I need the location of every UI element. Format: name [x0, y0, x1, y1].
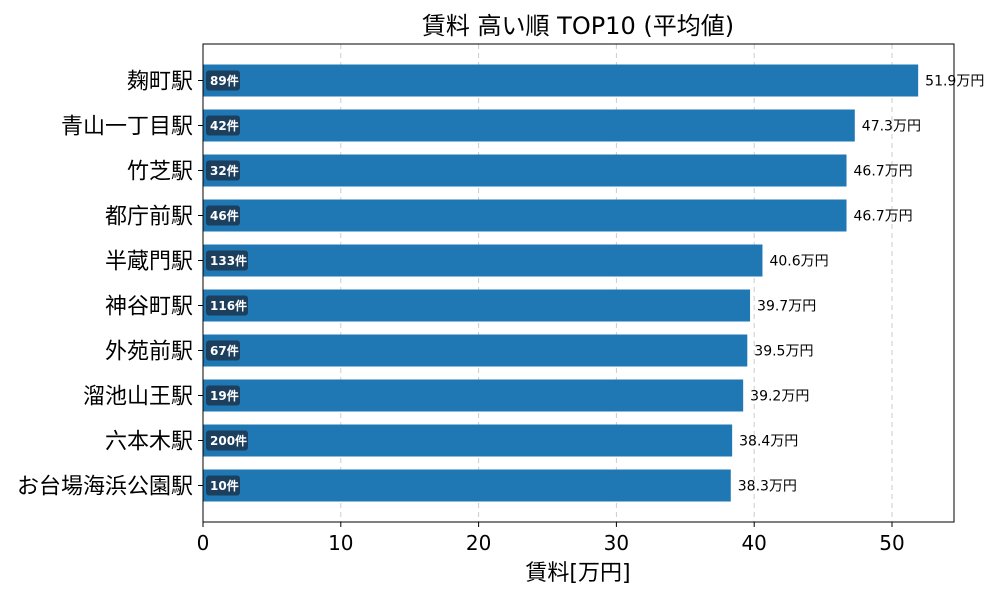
- y-tick-label: 神谷町駅: [105, 295, 193, 320]
- y-tick-label: 六本木駅: [105, 430, 193, 455]
- count-badge: [206, 295, 248, 316]
- x-tick-label: 40: [741, 531, 766, 555]
- bar: [203, 109, 855, 142]
- value-label: 39.2万円: [750, 389, 809, 405]
- bar: [203, 199, 847, 232]
- count-badge: [206, 160, 240, 181]
- value-label: 39.5万円: [754, 344, 813, 360]
- chart-title: 賃料 高い順 TOP10 (平均値): [422, 12, 734, 40]
- count-label: 133件: [210, 253, 247, 268]
- y-tick-label: 青山一丁目駅: [61, 115, 193, 140]
- bar: [203, 334, 748, 367]
- bar: [203, 469, 731, 502]
- value-label: 46.7万円: [854, 209, 913, 225]
- x-tick-label: 0: [197, 531, 210, 555]
- count-label: 67件: [210, 343, 239, 358]
- y-tick-label: 外苑前駅: [105, 340, 193, 365]
- y-axis: 麹町駅青山一丁目駅竹芝駅都庁前駅半蔵門駅神谷町駅外苑前駅溜池山王駅六本木駅お台場…: [17, 70, 203, 500]
- count-label: 116件: [210, 298, 247, 313]
- x-tick-label: 20: [466, 531, 491, 555]
- bar: [203, 154, 847, 187]
- count-badge: [206, 205, 240, 226]
- value-label: 39.7万円: [757, 299, 816, 315]
- value-label: 40.6万円: [769, 254, 828, 270]
- value-label: 46.7万円: [854, 164, 913, 180]
- count-label: 89件: [210, 73, 239, 88]
- count-label: 46件: [210, 208, 239, 223]
- y-tick-label: 都庁前駅: [105, 205, 193, 230]
- x-tick-label: 30: [604, 531, 629, 555]
- count-badge: [206, 115, 240, 136]
- x-tick-label: 50: [879, 531, 904, 555]
- bar: [203, 64, 919, 97]
- count-badge: [206, 430, 248, 451]
- count-label: 42件: [210, 118, 239, 133]
- y-tick-label: 溜池山王駅: [83, 385, 193, 410]
- plot-frame: [202, 43, 955, 523]
- count-badge: [206, 385, 240, 406]
- count-badge: [206, 340, 240, 361]
- y-tick-label: お台場海浜公園駅: [17, 475, 193, 500]
- value-label: 38.3万円: [738, 479, 797, 495]
- value-label: 38.4万円: [739, 434, 798, 450]
- count-badge: [206, 70, 240, 91]
- count-label: 10件: [210, 478, 239, 493]
- bar: [203, 379, 744, 412]
- value-label: 47.3万円: [862, 119, 921, 135]
- count-label: 19件: [210, 388, 239, 403]
- count-badge: [206, 475, 240, 496]
- y-tick-label: 半蔵門駅: [105, 250, 193, 275]
- bars: 89件 51.9万円 42件 47.3万円 32件 46.7万円 46件 46.7万円 133件…: [203, 64, 984, 502]
- x-axis-label: 賃料[万円]: [525, 561, 630, 586]
- count-label: 32件: [210, 163, 239, 178]
- count-label: 200件: [210, 433, 247, 448]
- y-tick-label: 麹町駅: [127, 70, 193, 95]
- bar: [203, 424, 733, 457]
- bar: [203, 244, 763, 277]
- x-tick-label: 10: [328, 531, 353, 555]
- x-axis: 0 10 20 30 40 50: [197, 522, 905, 555]
- bar: [203, 289, 751, 322]
- value-label: 51.9万円: [925, 74, 984, 90]
- y-tick-label: 竹芝駅: [127, 160, 193, 185]
- count-badge: [206, 250, 248, 271]
